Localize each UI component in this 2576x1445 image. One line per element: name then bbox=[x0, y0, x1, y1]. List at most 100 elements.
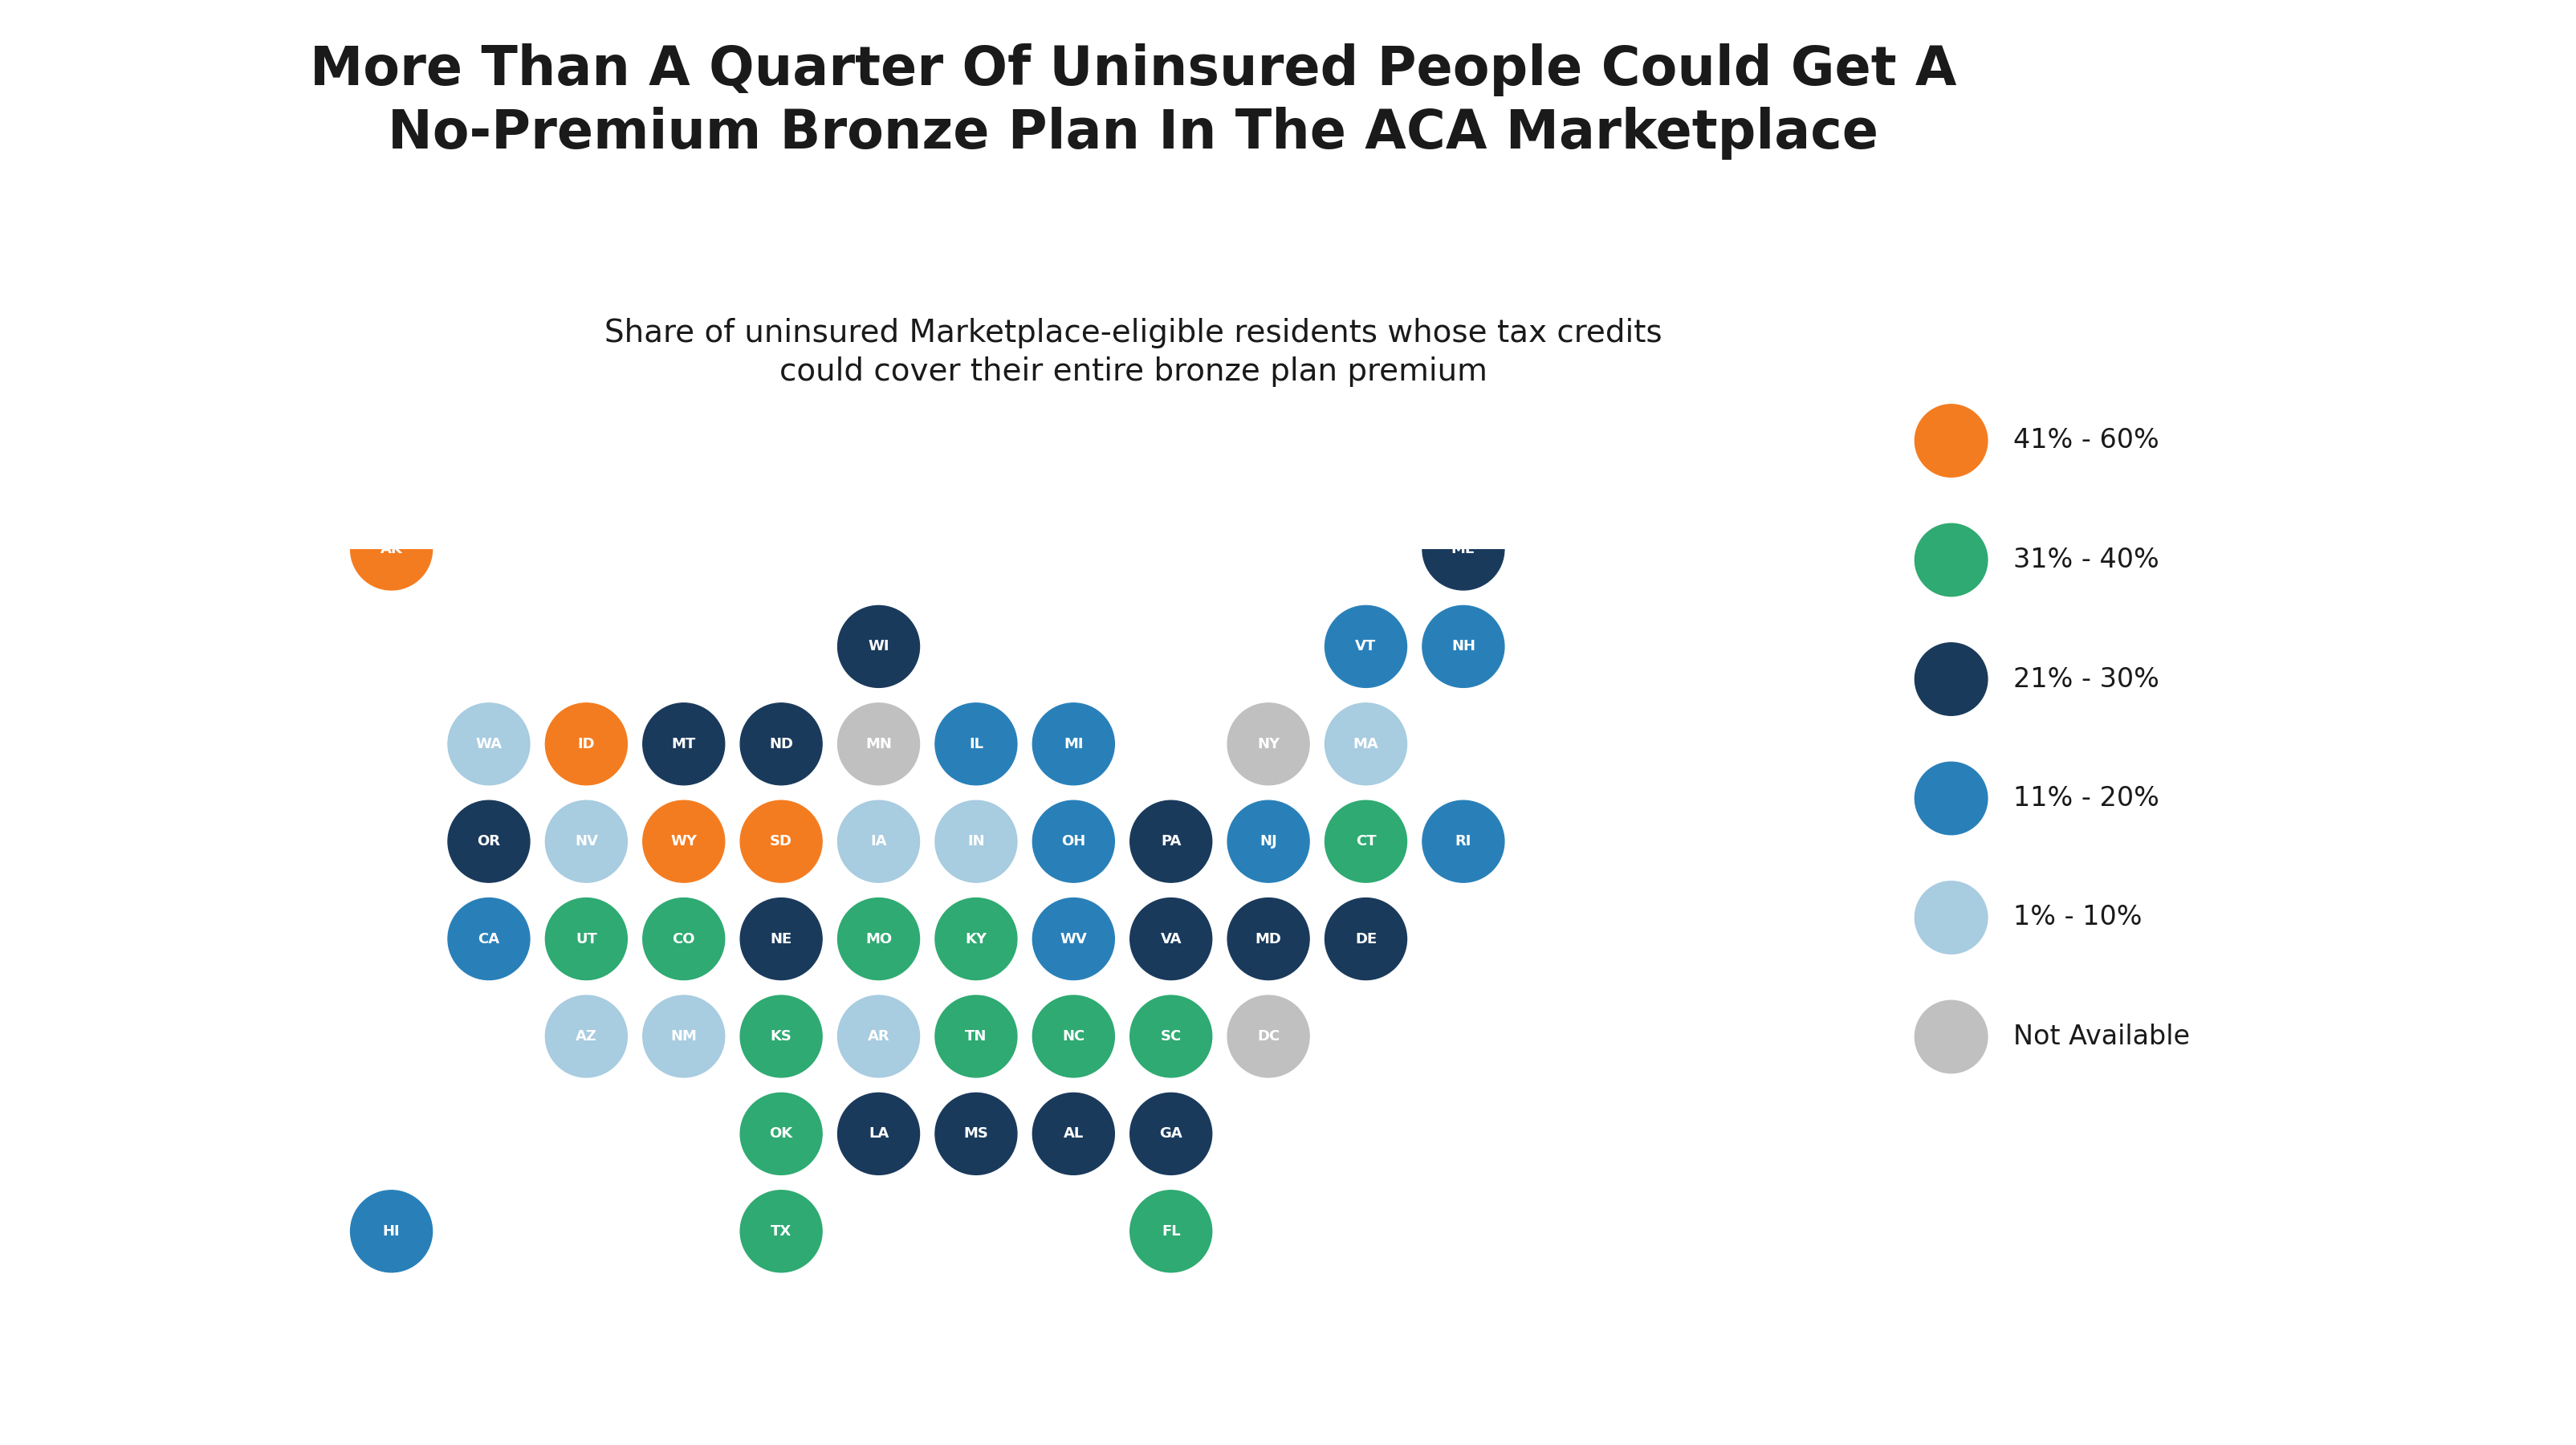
Text: Share of uninsured Marketplace-eligible residents whose tax credits
could cover : Share of uninsured Marketplace-eligible … bbox=[605, 318, 1662, 387]
Text: OH: OH bbox=[1061, 834, 1084, 848]
Text: MN: MN bbox=[866, 737, 891, 751]
Circle shape bbox=[935, 1092, 1018, 1175]
Circle shape bbox=[739, 704, 822, 785]
Text: TN: TN bbox=[966, 1029, 987, 1043]
Circle shape bbox=[837, 801, 920, 883]
Circle shape bbox=[935, 704, 1018, 785]
Text: IA: IA bbox=[871, 834, 886, 848]
Text: GA: GA bbox=[1159, 1127, 1182, 1142]
Circle shape bbox=[546, 996, 626, 1078]
Text: Not Available: Not Available bbox=[2014, 1023, 2190, 1051]
Text: ME: ME bbox=[1450, 542, 1476, 556]
Circle shape bbox=[546, 801, 626, 883]
Circle shape bbox=[739, 801, 822, 883]
Text: KY: KY bbox=[966, 932, 987, 946]
Circle shape bbox=[739, 1191, 822, 1272]
Text: MT: MT bbox=[672, 737, 696, 751]
Circle shape bbox=[1033, 704, 1115, 785]
Text: More Than A Quarter Of Uninsured People Could Get A
No-Premium Bronze Plan In Th: More Than A Quarter Of Uninsured People … bbox=[309, 43, 1958, 160]
Text: OK: OK bbox=[770, 1127, 793, 1142]
Circle shape bbox=[1324, 801, 1406, 883]
Text: SC: SC bbox=[1159, 1029, 1182, 1043]
Circle shape bbox=[350, 1191, 433, 1272]
Circle shape bbox=[1131, 996, 1211, 1078]
Circle shape bbox=[935, 996, 1018, 1078]
Text: MI: MI bbox=[1064, 737, 1084, 751]
Circle shape bbox=[1914, 762, 1989, 835]
Circle shape bbox=[1914, 405, 1989, 477]
Circle shape bbox=[1229, 704, 1309, 785]
Circle shape bbox=[1914, 1000, 1989, 1074]
Circle shape bbox=[1033, 897, 1115, 980]
Circle shape bbox=[837, 1092, 920, 1175]
Text: MS: MS bbox=[963, 1127, 989, 1142]
Text: NY: NY bbox=[1257, 737, 1280, 751]
Circle shape bbox=[1033, 1092, 1115, 1175]
Text: 21% - 30%: 21% - 30% bbox=[2014, 666, 2159, 692]
Circle shape bbox=[1033, 996, 1115, 1078]
Circle shape bbox=[837, 996, 920, 1078]
Circle shape bbox=[739, 897, 822, 980]
Text: HI: HI bbox=[384, 1224, 399, 1238]
Text: CA: CA bbox=[479, 932, 500, 946]
Text: SD: SD bbox=[770, 834, 793, 848]
Text: DE: DE bbox=[1355, 932, 1376, 946]
Circle shape bbox=[644, 996, 724, 1078]
Text: ND: ND bbox=[770, 737, 793, 751]
Text: NJ: NJ bbox=[1260, 834, 1278, 848]
Text: 31% - 40%: 31% - 40% bbox=[2014, 546, 2159, 574]
Text: AL: AL bbox=[1064, 1127, 1084, 1142]
Circle shape bbox=[1914, 523, 1989, 597]
Text: NV: NV bbox=[574, 834, 598, 848]
Circle shape bbox=[1324, 605, 1406, 688]
Text: ID: ID bbox=[577, 737, 595, 751]
Text: CT: CT bbox=[1355, 834, 1376, 848]
Text: IL: IL bbox=[969, 737, 984, 751]
Text: VT: VT bbox=[1355, 639, 1376, 653]
Circle shape bbox=[935, 897, 1018, 980]
Text: 11% - 20%: 11% - 20% bbox=[2014, 785, 2159, 812]
Circle shape bbox=[1033, 801, 1115, 883]
Circle shape bbox=[546, 704, 626, 785]
Text: NM: NM bbox=[670, 1029, 698, 1043]
Circle shape bbox=[935, 801, 1018, 883]
Circle shape bbox=[739, 996, 822, 1078]
Text: UT: UT bbox=[574, 932, 598, 946]
Circle shape bbox=[837, 605, 920, 688]
Text: NH: NH bbox=[1450, 639, 1476, 653]
Text: 41% - 60%: 41% - 60% bbox=[2014, 428, 2159, 454]
Text: FL: FL bbox=[1162, 1224, 1180, 1238]
Circle shape bbox=[1229, 801, 1309, 883]
Circle shape bbox=[1324, 897, 1406, 980]
Text: KS: KS bbox=[770, 1029, 791, 1043]
Text: WV: WV bbox=[1059, 932, 1087, 946]
Text: LA: LA bbox=[868, 1127, 889, 1142]
Text: AR: AR bbox=[868, 1029, 889, 1043]
Circle shape bbox=[448, 704, 531, 785]
Text: AK: AK bbox=[381, 542, 402, 556]
Text: AZ: AZ bbox=[574, 1029, 598, 1043]
Text: MA: MA bbox=[1352, 737, 1378, 751]
Circle shape bbox=[644, 897, 724, 980]
Circle shape bbox=[739, 1092, 822, 1175]
Text: WA: WA bbox=[477, 737, 502, 751]
Circle shape bbox=[837, 897, 920, 980]
Text: WY: WY bbox=[670, 834, 698, 848]
Circle shape bbox=[1229, 897, 1309, 980]
Circle shape bbox=[1422, 801, 1504, 883]
Text: MO: MO bbox=[866, 932, 891, 946]
Circle shape bbox=[448, 897, 531, 980]
Circle shape bbox=[644, 801, 724, 883]
Circle shape bbox=[644, 704, 724, 785]
Circle shape bbox=[350, 509, 433, 590]
Circle shape bbox=[1131, 1191, 1211, 1272]
Text: WI: WI bbox=[868, 639, 889, 653]
Circle shape bbox=[1914, 881, 1989, 954]
Circle shape bbox=[837, 704, 920, 785]
Text: IN: IN bbox=[969, 834, 984, 848]
Text: PA: PA bbox=[1162, 834, 1182, 848]
Text: 1% - 10%: 1% - 10% bbox=[2014, 905, 2143, 931]
Circle shape bbox=[1229, 996, 1309, 1078]
Circle shape bbox=[1422, 605, 1504, 688]
Text: OR: OR bbox=[477, 834, 500, 848]
